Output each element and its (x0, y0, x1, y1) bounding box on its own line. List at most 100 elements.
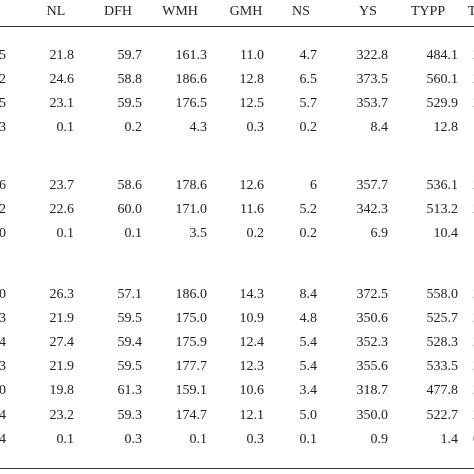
table-cell: 0.2 (299, 226, 318, 242)
table-cell: 0.1 (124, 226, 143, 242)
table-cell: 12.6 (239, 178, 265, 193)
table-cell: 373.5 (356, 72, 389, 88)
table-cell: 0 (0, 287, 6, 302)
table-cell: 2 (420, 335, 474, 351)
table-cell: 10.6 (239, 383, 265, 399)
table-cell: 0.2 (124, 120, 143, 136)
table-cell: 19.8 (49, 383, 75, 399)
table-cell: 8.4 (370, 120, 389, 136)
table-cell: 22.6 (49, 202, 75, 218)
table-cell: 322.8 (356, 48, 389, 63)
table-cell: 0.9 (370, 431, 389, 447)
table-cell: 21.9 (49, 359, 75, 375)
table-cell: 175.0 (175, 311, 208, 327)
table-cell: 2 (420, 383, 474, 399)
column-header: T (467, 4, 474, 19)
table-cell: 2 (0, 72, 6, 88)
table-cell: 161.3 (175, 48, 208, 63)
table-cell: 3.4 (299, 383, 318, 399)
table-cell: 0 (420, 432, 474, 448)
table-cell: 0.3 (124, 431, 143, 447)
table-cell: 2 (420, 48, 474, 64)
table-cell: 0 (0, 226, 6, 242)
table-cell: 12.8 (433, 120, 459, 136)
table-cell: 0.2 (299, 120, 318, 136)
table-cell: 11.0 (240, 48, 264, 63)
table-cell: 2 (420, 287, 474, 303)
table-cell: 0.1 (56, 431, 75, 447)
table-cell: 528.3 (426, 335, 459, 351)
table-cell: 2 (0, 202, 6, 218)
table-cell: 59.7 (117, 48, 143, 63)
table-cell: 59.5 (117, 359, 143, 375)
table-cell: 12.1 (239, 407, 265, 423)
table-cell: 372.5 (356, 287, 389, 302)
table-cell: 176.5 (175, 96, 208, 112)
table-cell: 477.8 (426, 383, 459, 399)
table-cell: 2 (420, 178, 474, 194)
table-cell: 6.5 (299, 72, 318, 88)
table-cell: 4 (0, 407, 6, 423)
table-cell: 186.0 (175, 287, 208, 302)
table-cell: 59.3 (117, 407, 143, 423)
table-cell: 0.1 (56, 120, 75, 136)
table-cell: 23.7 (49, 178, 75, 193)
table-cell: 171.0 (175, 202, 208, 218)
table-cell: 27.4 (49, 335, 75, 351)
table-cell: 0.3 (246, 120, 265, 136)
table-cell: 5.7 (299, 96, 318, 112)
table-cell: 484.1 (426, 48, 459, 63)
table-cell: 12.5 (239, 96, 265, 112)
table-cell: 558.0 (426, 287, 459, 302)
table-cell: 59.5 (117, 311, 143, 327)
table-cell: 529.9 (426, 96, 459, 112)
table-cell: 3 (0, 359, 6, 375)
table-cell: 4.7 (299, 48, 318, 63)
table-cell: 4.8 (299, 311, 318, 327)
table-cell: 350.6 (356, 311, 389, 327)
table-cell: 2 (420, 311, 474, 327)
table-cell: 12.3 (239, 359, 265, 375)
column-header: GMH (229, 4, 263, 19)
table-cell: 21.9 (49, 311, 75, 327)
table-cell: 5 (0, 48, 6, 63)
table-cell: 0.1 (56, 226, 75, 242)
table-cell: 5 (0, 96, 6, 112)
table-cell: 177.7 (175, 359, 208, 375)
table-cell: 57.1 (117, 287, 143, 302)
column-header: NS (292, 4, 310, 19)
table-cell: 5.4 (299, 335, 318, 351)
table-cell: 560.1 (426, 72, 459, 88)
table-cell: 0.1 (299, 431, 318, 447)
table-cell: 23.1 (49, 96, 75, 112)
table-cell: 533.5 (426, 359, 459, 375)
table-cell: 5.2 (299, 202, 318, 218)
table-cell: 60.0 (117, 202, 143, 218)
table-cell: 0.1 (189, 431, 208, 447)
table-cell: 4 (0, 335, 6, 351)
table-cell: 21.8 (49, 48, 75, 63)
table-cell: 58.6 (117, 178, 143, 193)
table-cell: 2 (420, 408, 474, 424)
table-cell: 24.6 (49, 72, 75, 88)
table-cell: 4 (0, 431, 6, 447)
table-cell: 8.4 (299, 287, 318, 302)
table-cell: 1.4 (440, 431, 459, 447)
table-cell: 6 (0, 178, 6, 193)
table-cell: 174.7 (175, 407, 208, 423)
table-cell: 3 (0, 311, 6, 327)
column-header: TYPP (410, 4, 446, 19)
table-cell: 352.3 (356, 335, 389, 351)
table-top-rule (0, 26, 474, 27)
table-cell: 6.9 (370, 226, 389, 242)
column-header: DFH (103, 4, 132, 19)
table-cell: 5.0 (299, 407, 318, 423)
column-header: NL (46, 4, 66, 19)
table-cell: 355.6 (356, 359, 389, 375)
table-cell: 26.3 (49, 287, 75, 302)
table-cell: 522.7 (426, 407, 459, 423)
table-cell: 2 (420, 359, 474, 375)
column-header: YS (359, 4, 377, 19)
table-cell: 12.4 (239, 335, 265, 351)
table-cell: 12.8 (239, 72, 265, 88)
